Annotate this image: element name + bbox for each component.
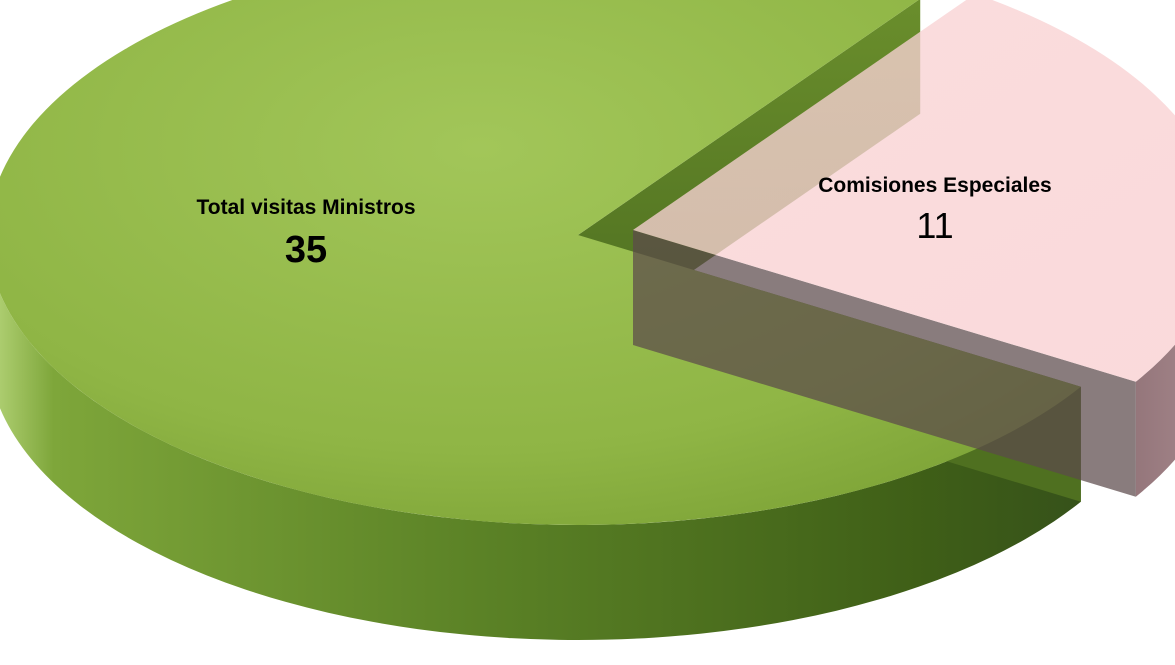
slice-label-0: Total visitas Ministros [197, 196, 416, 219]
slice-value-0: 35 [285, 229, 327, 271]
slice-label-1: Comisiones Especiales [818, 174, 1051, 197]
slice-value-1: 11 [916, 205, 953, 246]
